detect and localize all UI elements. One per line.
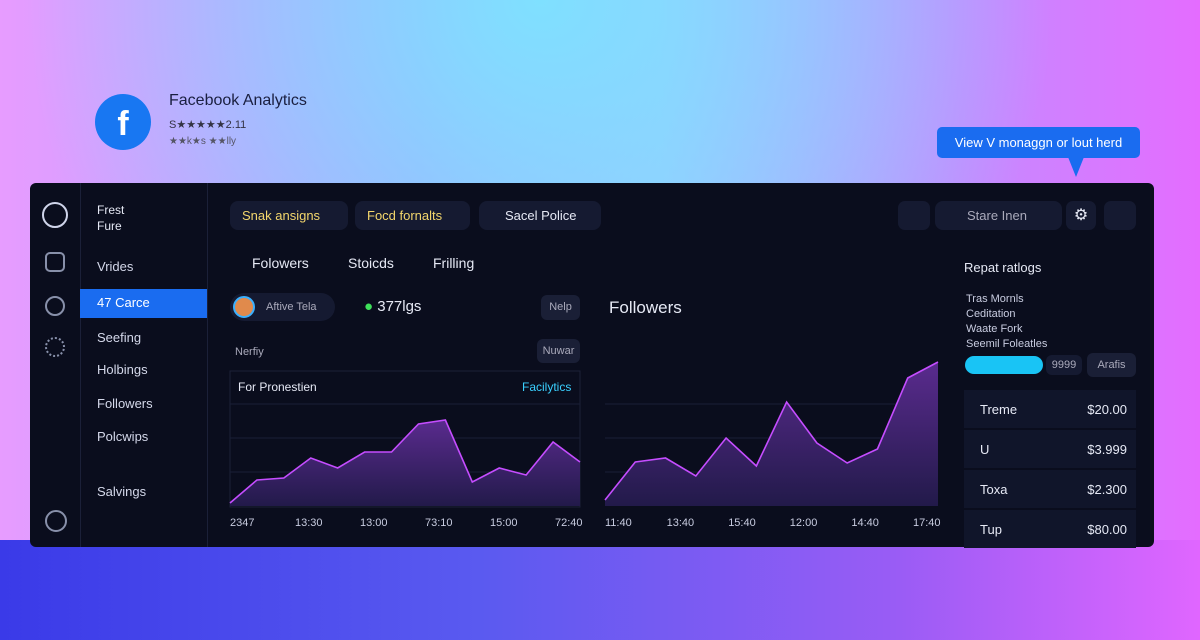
tooltip-tail bbox=[1068, 157, 1084, 177]
count: ● 377lgs bbox=[364, 298, 422, 315]
search[interactable]: Stare Inen bbox=[935, 201, 1062, 230]
pill[interactable]: Snak ansigns bbox=[230, 201, 348, 230]
panel-title: Repat ratlogs bbox=[964, 260, 1042, 275]
row-value: $3.999 bbox=[1087, 442, 1127, 457]
list-line: Waate Fork bbox=[966, 323, 1023, 335]
tab[interactable]: Frilling bbox=[433, 255, 475, 271]
x-tick-label: 12:00 bbox=[790, 517, 818, 529]
x-tick-label: 72:40 bbox=[555, 517, 583, 529]
tooltip[interactable]: View V monaggn or lout herd bbox=[937, 127, 1140, 158]
subtitle: ★★k★s ★★lly bbox=[169, 136, 237, 147]
x-tick-label: 13:30 bbox=[295, 517, 323, 529]
icon-button[interactable] bbox=[1104, 201, 1136, 230]
x-tick-label: 15:00 bbox=[490, 517, 518, 529]
rating: S★★★★★2.11 bbox=[169, 119, 247, 131]
x-tick-label: 11:40 bbox=[605, 517, 632, 529]
progress-label: 9999 bbox=[1046, 355, 1082, 375]
icon-button[interactable] bbox=[898, 201, 930, 230]
table-row bbox=[964, 390, 1136, 428]
row-name: Tup bbox=[980, 522, 1002, 537]
x-tick-label: 17:40 bbox=[913, 517, 941, 529]
table-row bbox=[964, 430, 1136, 468]
menu-item[interactable]: Salvings bbox=[97, 484, 147, 499]
button[interactable]: Nelp bbox=[541, 295, 580, 320]
pill[interactable]: Sacel Police bbox=[479, 201, 601, 230]
x-tick-label: 15:40 bbox=[728, 517, 756, 529]
line bbox=[604, 361, 939, 501]
list-line: Tras Mornls bbox=[966, 293, 1024, 305]
row-value: $2.300 bbox=[1087, 482, 1127, 497]
rail-icon[interactable] bbox=[45, 510, 67, 532]
progress-bar bbox=[965, 356, 1043, 374]
divider bbox=[207, 183, 208, 547]
active-item bbox=[80, 289, 207, 318]
menu-item[interactable]: Polcwips bbox=[97, 429, 149, 444]
menu-item[interactable]: 47 Carce bbox=[97, 295, 150, 310]
menu-item[interactable]: Holbings bbox=[97, 362, 148, 377]
list-line: Seemil Foleatles bbox=[966, 338, 1048, 350]
avatar bbox=[233, 296, 255, 318]
settings[interactable]: ⚙ bbox=[1066, 201, 1096, 230]
row-name: U bbox=[980, 442, 990, 457]
row-name: Toxa bbox=[980, 482, 1008, 497]
menu-item[interactable]: Seefing bbox=[97, 330, 142, 345]
backdrop bbox=[0, 540, 1200, 640]
tab[interactable]: Folowers bbox=[252, 255, 309, 271]
app-title: Facebook Analytics bbox=[169, 92, 307, 109]
area bbox=[230, 420, 580, 506]
x-tick-label: 13:40 bbox=[667, 517, 695, 529]
button[interactable]: Nuwar bbox=[537, 339, 580, 363]
button[interactable]: Arafis bbox=[1087, 353, 1136, 377]
rail-icon[interactable] bbox=[45, 296, 65, 316]
x-tick-label: 14:40 bbox=[851, 517, 879, 529]
row-name: Treme bbox=[980, 402, 1018, 417]
rail-icon[interactable] bbox=[42, 202, 68, 228]
pill[interactable]: Focd fornalts bbox=[355, 201, 470, 230]
x-tick-label: 73:10 bbox=[425, 517, 453, 529]
chart-link[interactable]: Facilytics bbox=[522, 380, 572, 394]
divider bbox=[80, 183, 81, 547]
x-tick-label: 13:00 bbox=[360, 517, 388, 529]
table-row bbox=[964, 470, 1136, 508]
menu-item[interactable]: Vrides bbox=[97, 259, 134, 274]
row-value: $20.00 bbox=[1087, 402, 1127, 417]
row-value: $80.00 bbox=[1087, 522, 1127, 537]
chart-title: Followers bbox=[609, 298, 682, 317]
count-text: 377lgs bbox=[377, 298, 422, 315]
rail-icon[interactable] bbox=[45, 252, 65, 272]
x-tick-label: 2347 bbox=[230, 517, 254, 529]
tab[interactable]: Stoicds bbox=[348, 255, 394, 271]
logo: f bbox=[95, 94, 151, 150]
list-line: Ceditation bbox=[966, 308, 1016, 320]
rail-icon[interactable] bbox=[45, 337, 65, 357]
table-row bbox=[964, 510, 1136, 548]
brand: Frest bbox=[97, 203, 125, 217]
chart-frame bbox=[229, 370, 581, 508]
menu-item[interactable]: Followers bbox=[97, 396, 153, 411]
brand: Fure bbox=[97, 219, 122, 233]
label: Nerfiy bbox=[235, 346, 264, 358]
line bbox=[229, 419, 581, 504]
chart-title: For Pronestien bbox=[238, 380, 317, 394]
